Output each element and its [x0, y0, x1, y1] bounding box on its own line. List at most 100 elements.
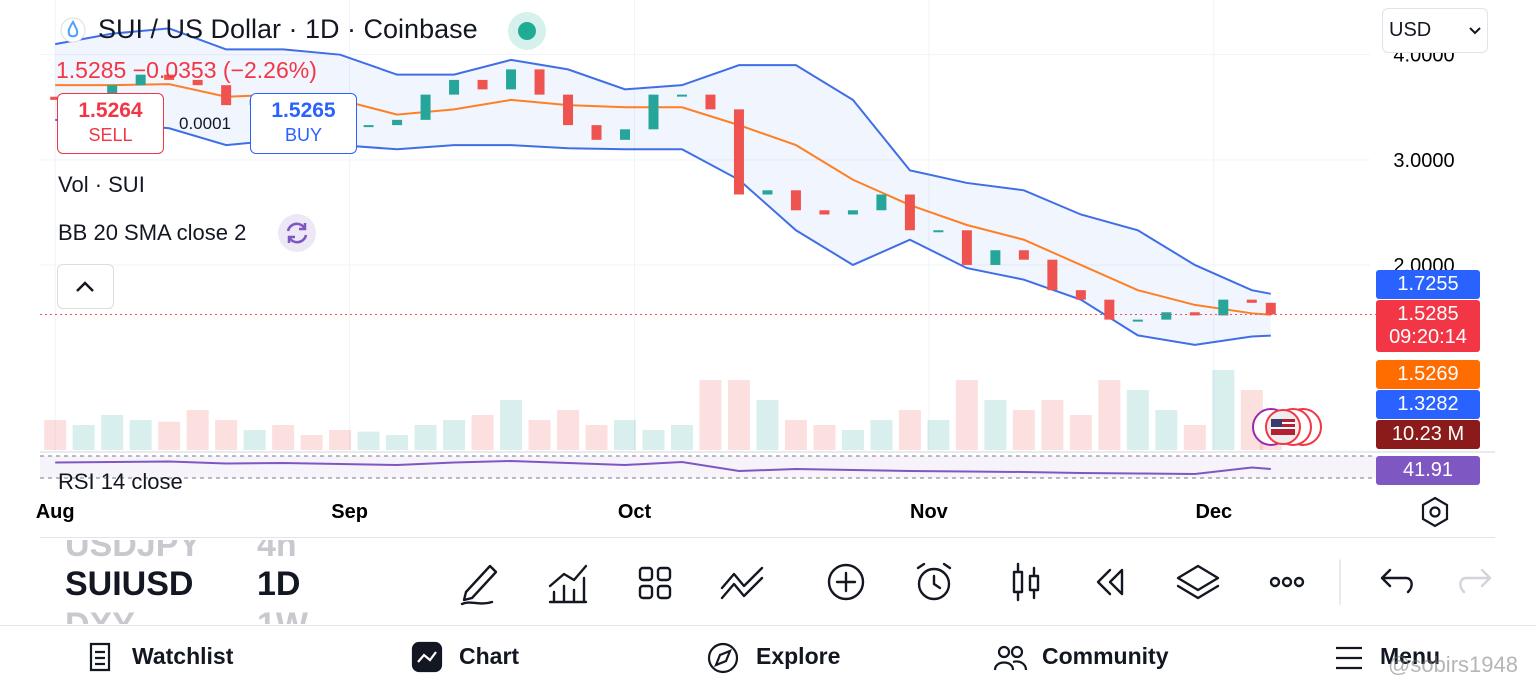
interval: 1D: [257, 565, 301, 603]
watchlist-icon: [89, 642, 111, 672]
replay-tool[interactable]: [1096, 568, 1124, 596]
candle: [762, 190, 773, 195]
nav-item[interactable]: Explore: [756, 643, 841, 669]
settings-icon[interactable]: [1418, 495, 1452, 529]
price-tag: 10.23 M: [1376, 420, 1480, 449]
volume-bar: [984, 400, 1007, 450]
redo[interactable]: [1459, 568, 1492, 594]
candle: [961, 230, 972, 265]
volume-bar: [670, 425, 693, 450]
indicators-tool[interactable]: [548, 564, 588, 604]
candle: [449, 79, 460, 95]
candle: [221, 85, 232, 106]
buy-label: BUY: [284, 125, 322, 145]
volume-bar: [955, 380, 978, 450]
x-tick-label: Oct: [618, 501, 652, 523]
sell-button[interactable]: 1.5264 SELL: [57, 93, 164, 154]
menu-icon: [1336, 646, 1362, 670]
event-icons: [1252, 408, 1322, 446]
volume-bar: [1155, 410, 1178, 450]
price-tag-label: 1.7255: [1397, 273, 1459, 295]
volume-bar: [756, 400, 779, 450]
candle: [1246, 299, 1257, 303]
sell-label: SELL: [88, 125, 133, 145]
buy-button[interactable]: 1.5265 BUY: [250, 93, 357, 154]
undo[interactable]: [1380, 568, 1413, 594]
volume-bar: [927, 420, 950, 450]
x-tick-label: Nov: [910, 501, 949, 523]
volume-bar: [44, 420, 67, 450]
price-tag: 1.7255: [1376, 270, 1480, 299]
price-tag-label: 1.5269: [1397, 363, 1459, 385]
bb-upper: [55, 27, 1271, 295]
candle: [363, 125, 374, 128]
add-tool[interactable]: [827, 563, 865, 601]
candle: [1018, 250, 1029, 260]
volume-bar: [614, 420, 637, 450]
interval: 1W: [257, 606, 308, 624]
nav-icons: [89, 641, 1362, 674]
candle: [648, 94, 659, 130]
volume-bar: [357, 431, 380, 450]
objects-tool[interactable]: [1176, 564, 1220, 600]
volume-bar: [500, 400, 523, 450]
nav-item[interactable]: Community: [1042, 643, 1169, 669]
volume-bar: [272, 425, 295, 450]
indicator-label: RSI 14 close: [58, 469, 183, 491]
symbol-list[interactable]: USDJPY 4h SUIUSD 1D DXY 1W: [0, 540, 440, 624]
layout-tool[interactable]: [638, 566, 672, 600]
alert-tool[interactable]: [916, 562, 952, 601]
nav-item[interactable]: Chart: [459, 643, 520, 669]
volume-bar: [329, 430, 352, 450]
candle: [50, 96, 61, 100]
volume-bar: [727, 380, 750, 450]
candle: [591, 125, 602, 140]
y-tick-label: 3.0000: [1393, 150, 1454, 172]
volume-bar: [186, 410, 209, 450]
volume-bar: [1126, 390, 1149, 450]
quote: 1.5285 −0.0353 (−2.26%): [56, 57, 317, 83]
nav-item[interactable]: Menu: [1380, 643, 1441, 669]
band-fill: [55, 28, 1271, 345]
candles-tool[interactable]: [1012, 562, 1040, 602]
nav-divider: [0, 625, 1536, 626]
community-icon: [993, 645, 1028, 671]
divider: [40, 537, 1495, 538]
buy-price: 1.5265: [271, 99, 336, 122]
currency-select[interactable]: USD: [1382, 8, 1488, 53]
refresh-icon[interactable]: [277, 213, 317, 253]
dropdown-arrow: [1469, 27, 1481, 35]
compare-tool[interactable]: [720, 566, 764, 600]
chevron-up: [76, 281, 94, 292]
symbol: SUIUSD: [65, 565, 194, 603]
collapse-button[interactable]: [57, 264, 114, 309]
volume-bar: [101, 415, 124, 450]
candle: [847, 210, 858, 215]
price-tag: 41.91: [1376, 456, 1480, 485]
candle: [477, 79, 488, 90]
volume-bar: [215, 420, 238, 450]
more-tool[interactable]: [1269, 576, 1305, 588]
nav-item[interactable]: Watchlist: [132, 643, 234, 669]
candle: [135, 74, 146, 86]
price-tag: 1.5285 09:20:14: [1376, 300, 1480, 352]
candle: [1265, 302, 1276, 315]
candle: [1218, 299, 1229, 316]
draw-tool[interactable]: [460, 564, 498, 606]
volume-bar: [585, 425, 608, 450]
candle: [107, 85, 118, 95]
currency: USD: [1389, 19, 1432, 41]
toolbar: [460, 559, 1492, 606]
volume-bar: [1069, 415, 1092, 450]
volume-bar: [72, 425, 95, 450]
candle: [1132, 319, 1143, 322]
price-tag-label: 41.91: [1402, 459, 1454, 481]
price-tag-timer: 09:20:14: [1389, 326, 1467, 348]
price-tag-label: 1.5285: [1397, 303, 1459, 325]
symbol-title: SUI / US Dollar · 1D · Coinbase: [98, 14, 478, 44]
candle: [733, 109, 744, 195]
volume-bar: [243, 430, 266, 450]
candle: [990, 250, 1001, 265]
